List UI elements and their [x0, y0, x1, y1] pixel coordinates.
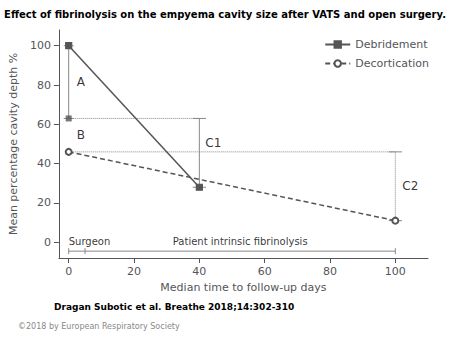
- svg-text:©2018 by European Respiratory: ©2018 by European Respiratory Society: [18, 322, 180, 331]
- svg-text:Patient intrinsic fibrinolysis: Patient intrinsic fibrinolysis: [173, 236, 308, 247]
- svg-text:Surgeon: Surgeon: [69, 236, 111, 247]
- svg-text:Decortication: Decortication: [355, 57, 429, 70]
- svg-text:100: 100: [30, 39, 51, 52]
- svg-text:100: 100: [385, 265, 406, 278]
- svg-text:Mean percentage cavity depth %: Mean percentage cavity depth %: [7, 53, 20, 235]
- svg-text:80: 80: [37, 79, 51, 92]
- svg-text:Median time to follow-up days: Median time to follow-up days: [160, 281, 326, 294]
- svg-text:20: 20: [37, 196, 51, 209]
- svg-text:40: 40: [192, 265, 206, 278]
- svg-text:A: A: [77, 75, 86, 89]
- svg-text:0: 0: [44, 236, 51, 249]
- svg-text:40: 40: [37, 157, 51, 170]
- svg-text:80: 80: [323, 265, 337, 278]
- svg-text:Debridement: Debridement: [355, 38, 428, 51]
- svg-text:60: 60: [37, 118, 51, 131]
- svg-text:0: 0: [65, 265, 72, 278]
- svg-text:C1: C1: [205, 136, 221, 150]
- svg-text:Dragan Subotic et al. Breathe: Dragan Subotic et al. Breathe 2018;14:30…: [54, 302, 294, 312]
- svg-text:20: 20: [127, 265, 141, 278]
- svg-text:C2: C2: [402, 179, 418, 193]
- svg-text:B: B: [77, 128, 85, 142]
- svg-text:Effect of fibrinolysis on the: Effect of fibrinolysis on the empyema ca…: [4, 9, 446, 20]
- svg-text:60: 60: [258, 265, 272, 278]
